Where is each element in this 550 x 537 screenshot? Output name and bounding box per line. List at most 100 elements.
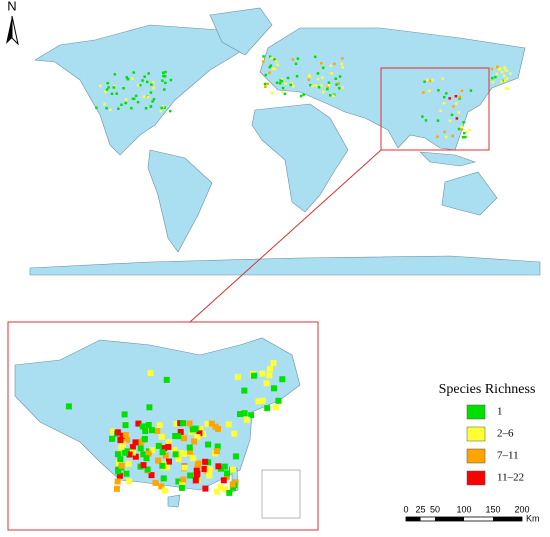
occurrence-cell [502, 74, 506, 78]
occurrence-cell [126, 451, 133, 458]
occurrence-cell [187, 448, 193, 455]
occurrence-cell [436, 119, 440, 122]
occurrence-cell [294, 62, 298, 65]
occurrence-cell [241, 410, 248, 417]
occurrence-cell [178, 450, 184, 457]
occurrence-cell [161, 79, 164, 82]
occurrence-cell [196, 430, 203, 437]
occurrence-cell [223, 473, 230, 480]
inset-frame [7, 321, 319, 531]
occurrence-cell [103, 102, 106, 106]
occurrence-cell [421, 115, 424, 118]
occurrence-cell [162, 74, 165, 78]
occurrence-cell [105, 106, 108, 110]
occurrence-cell [428, 89, 431, 93]
occurrence-cell [118, 462, 125, 469]
occurrence-cell [296, 57, 300, 60]
occurrence-cell [289, 83, 292, 87]
occurrence-cell [465, 130, 468, 134]
occurrence-cell [192, 425, 199, 432]
occurrence-cell [326, 87, 329, 91]
occurrence-cell [158, 433, 165, 440]
hainan [167, 494, 181, 508]
occurrence-cell [145, 422, 152, 428]
occurrence-cell [271, 385, 277, 392]
occurrence-cell [259, 370, 266, 377]
occurrence-cell [140, 462, 147, 469]
scale-label: 50 [430, 504, 440, 514]
occurrence-cell [341, 86, 344, 89]
occurrence-cell [225, 421, 232, 428]
occurrence-cell [117, 456, 124, 463]
occurrence-cell [139, 84, 142, 87]
occurrence-cell [177, 429, 184, 435]
occurrence-cell [109, 108, 112, 112]
occurrence-cell [129, 444, 136, 451]
occurrence-cell [494, 75, 497, 79]
occurrence-cell [178, 484, 185, 491]
occurrence-cell [509, 72, 512, 75]
occurrence-cell [469, 89, 473, 92]
north-label: N [7, 0, 16, 13]
occurrence-cell [338, 87, 341, 90]
occurrence-cell [148, 472, 155, 479]
occurrence-cell [194, 434, 201, 441]
occurrence-cell [448, 97, 451, 100]
occurrence-cell [163, 376, 170, 383]
occurrence-cell [142, 95, 146, 98]
occurrence-cell [114, 478, 121, 485]
occurrence-cell [173, 420, 180, 427]
occurrence-cell [269, 55, 272, 58]
occurrence-cell [327, 84, 331, 87]
occurrence-cell [123, 470, 130, 477]
legend-swatch [466, 470, 486, 486]
occurrence-cell [130, 106, 133, 110]
scale-label: 0 [403, 504, 408, 514]
occurrence-cell [320, 62, 323, 65]
occurrence-cell [444, 135, 448, 139]
occurrence-cell [105, 88, 109, 91]
occurrence-cell [505, 77, 509, 80]
occurrence-cell [132, 453, 139, 460]
occurrence-cell [468, 128, 471, 132]
occurrence-cell [280, 78, 284, 81]
occurrence-cell [145, 450, 152, 457]
occurrence-cell [115, 466, 122, 473]
occurrence-cell [334, 77, 337, 80]
occurrence-cell [193, 471, 200, 478]
antarctica [29, 255, 541, 276]
occurrence-cell [341, 57, 344, 60]
china-map [14, 337, 301, 519]
occurrence-cell [171, 447, 178, 454]
occurrence-cell [175, 478, 182, 485]
occurrence-cell [464, 135, 467, 139]
occurrence-cell [147, 72, 150, 75]
occurrence-cell [500, 80, 503, 83]
occurrence-cell [424, 119, 428, 122]
occurrence-cell [462, 131, 466, 135]
scale-segment [406, 517, 421, 521]
occurrence-cell [195, 460, 201, 467]
occurrence-cell [135, 420, 142, 427]
occurrence-cell [190, 455, 197, 462]
occurrence-cell [337, 82, 340, 85]
occurrence-cell [340, 62, 343, 66]
occurrence-cell [122, 432, 129, 438]
scale-segment [435, 517, 464, 521]
legend-label: 11–22 [497, 472, 524, 484]
occurrence-cell [316, 77, 320, 81]
occurrence-cell [244, 416, 250, 423]
occurrence-cell [206, 472, 213, 479]
occurrence-cell [147, 370, 154, 376]
occurrence-cell [448, 119, 452, 122]
occurrence-cell [329, 64, 332, 68]
north-america [34, 24, 251, 156]
north-arrow: N [6, 0, 19, 46]
occurrence-cell [291, 58, 295, 61]
scale-label: 150 [485, 504, 500, 514]
legend: Species Richness 1 2–6 7–11 11–22 [439, 382, 535, 486]
occurrence-cell [422, 91, 425, 94]
occurrence-cell [152, 479, 159, 486]
occurrence-cell [144, 466, 151, 473]
